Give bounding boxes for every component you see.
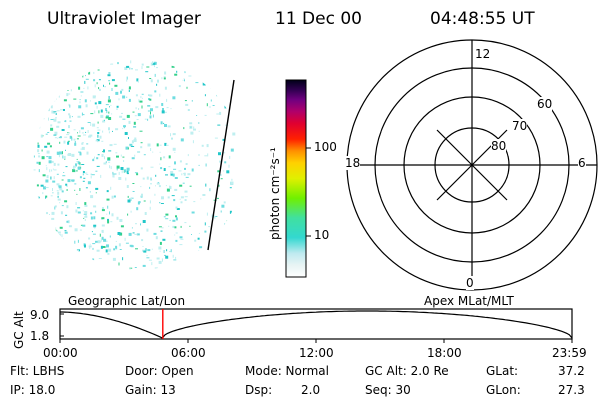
status-seq: Seq: 30 [365,383,411,397]
x-tick-0600: 06:00 [171,346,206,360]
timeline-plot [59,308,573,343]
colorbar [285,79,307,278]
status-filter: Flt: LBHS [10,364,65,378]
x-tick-2359: 23:59 [552,346,587,360]
y-axis-label: GC Alt [12,311,26,349]
colorbar-tick-10: 10 [314,228,330,242]
lat-label-70: 70 [512,119,528,133]
colorbar-unit-label: photon cm⁻²s⁻¹ [268,147,282,240]
polar-grid [346,39,598,291]
auroral-image [33,60,236,270]
mlt-label-6: 6 [578,156,586,170]
status-dsp-label: Dsp: [245,383,273,397]
instrument-title: Ultraviolet Imager [47,9,201,29]
y-tick-9: 9.0 [30,308,50,322]
status-gain: Gain: 13 [125,383,176,397]
x-tick-1200: 12:00 [299,346,334,360]
timeline-right-title: Apex MLat/MLT [424,294,514,308]
lat-label-80: 80 [491,139,507,153]
mlt-label-12: 12 [475,47,491,61]
image-edge-line [207,79,235,251]
status-door: Door: Open [125,364,194,378]
lat-label-60: 60 [537,97,553,111]
status-glon-value: 27.3 [558,383,585,397]
status-mode: Mode: Normal [245,364,329,378]
altitude-curve [60,310,573,339]
time-label: 04:48:55 UT [430,9,535,29]
date-label: 11 Dec 00 [275,9,362,29]
status-glon-label: GLon: [486,383,521,397]
mlt-label-0: 0 [466,276,474,290]
x-tick-0000: 00:00 [43,346,78,360]
colorbar-tick-100: 100 [314,140,337,154]
y-tick-1-8: 1.8 [30,329,50,343]
status-gc-alt: GC Alt: 2.0 Re [365,364,449,378]
status-dsp-value: 2.0 [301,383,321,397]
status-glat-label: GLat: [486,364,519,378]
timeline-left-title: Geographic Lat/Lon [68,294,186,308]
status-glat-value: 37.2 [558,364,585,378]
mlt-label-18: 18 [345,156,361,170]
status-ip: IP: 18.0 [10,383,56,397]
x-tick-1800: 18:00 [427,346,462,360]
